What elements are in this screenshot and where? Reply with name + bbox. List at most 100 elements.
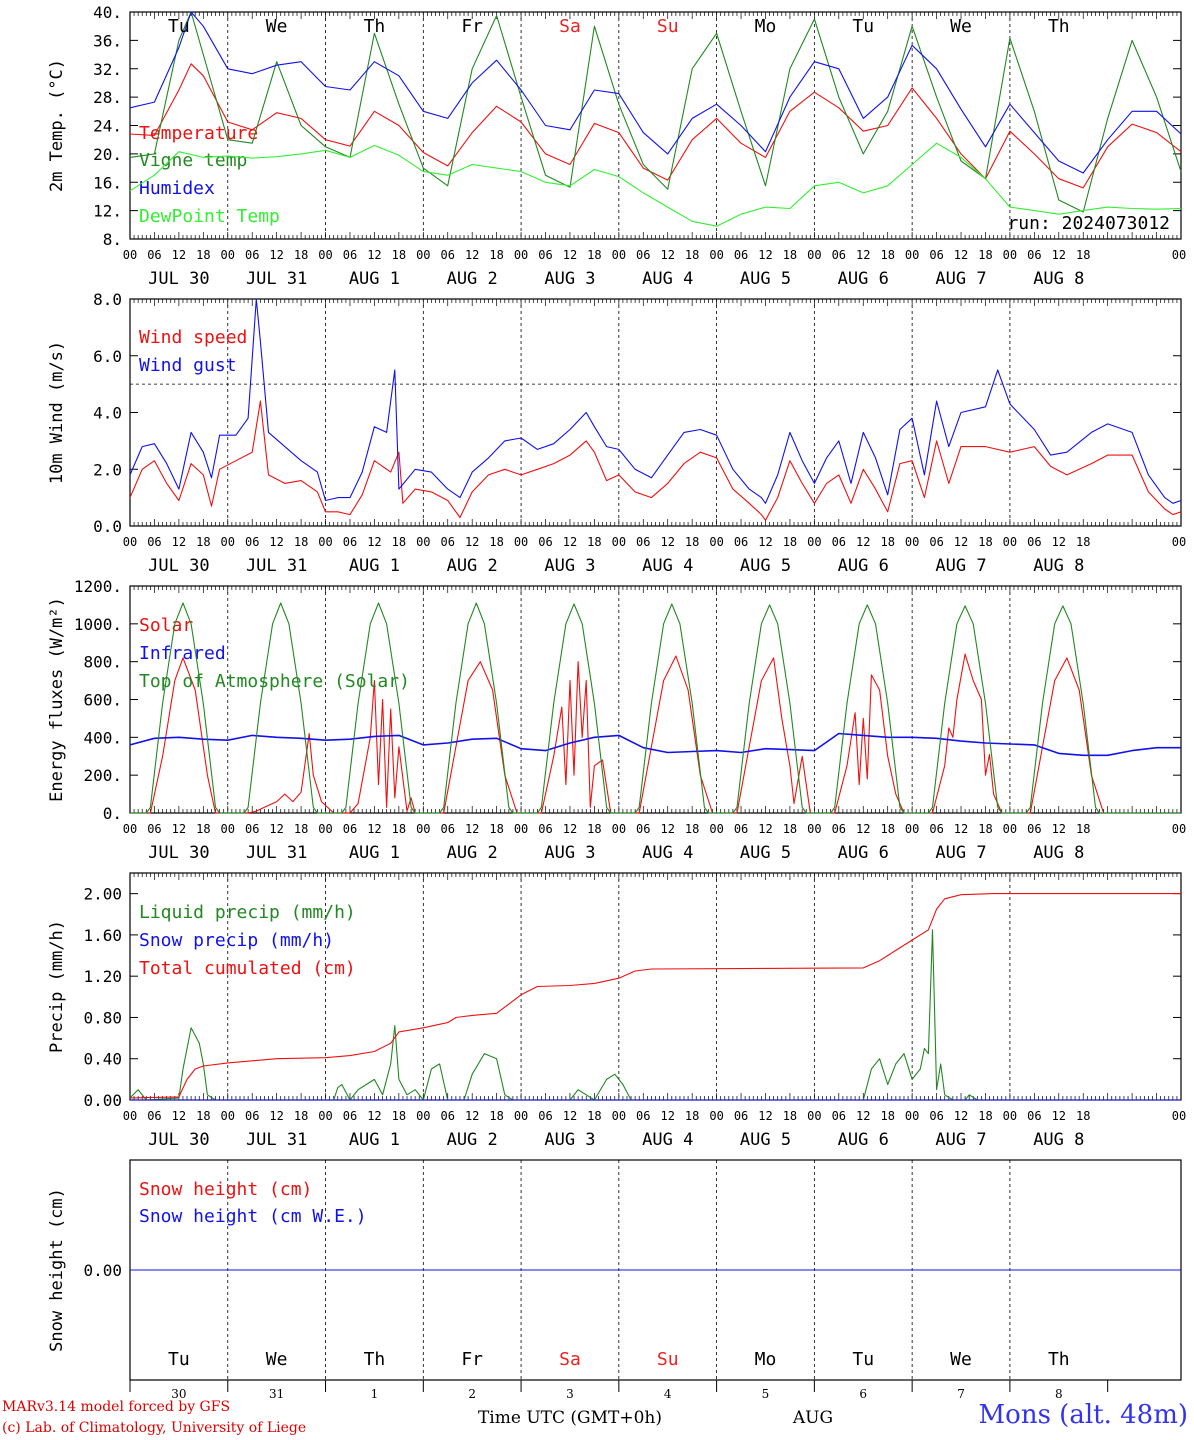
date-label: AUG 8	[1033, 269, 1084, 289]
hour-tick-label: 06	[832, 1109, 846, 1123]
y-tick-label: 0.	[103, 804, 122, 823]
hour-tick-label: 12	[172, 1109, 186, 1123]
date-label: AUG 1	[349, 1130, 400, 1150]
weekday-label-top: Mo	[755, 16, 777, 37]
hour-tick-label: 00	[709, 822, 723, 836]
hour-tick-label: 12	[660, 822, 674, 836]
date-label: JUL 31	[246, 1130, 307, 1150]
hour-tick-label: 12	[954, 248, 968, 262]
hour-tick-label: 18	[880, 535, 894, 549]
date-label: AUG 5	[740, 556, 791, 576]
date-label: AUG 3	[544, 556, 595, 576]
series-line-liquid-precip-mm-h	[129, 929, 1181, 1101]
hour-tick-label: 18	[294, 248, 308, 262]
hour-tick-label: 06	[343, 822, 357, 836]
hour-tick-label: 12	[660, 248, 674, 262]
legend-entry: Vigne temp	[139, 150, 247, 171]
date-label: AUG 7	[935, 1130, 986, 1150]
hour-tick-label: 06	[1027, 822, 1041, 836]
hour-tick-label: 18	[1076, 822, 1090, 836]
y-axis-label: Energy fluxes (W/m²)	[47, 597, 67, 802]
hour-tick-label: 00	[123, 248, 137, 262]
run-label: run: 2024073012	[1007, 213, 1170, 234]
hour-tick-label: 12	[1052, 1109, 1066, 1123]
y-tick-label: 0.00	[83, 1261, 122, 1280]
date-label: AUG 4	[642, 843, 693, 863]
hour-tick-label: 18	[783, 535, 797, 549]
hour-tick-label: 00	[1172, 248, 1186, 262]
legend-entry: Liquid precip (mm/h)	[139, 902, 356, 923]
date-label: AUG 4	[642, 556, 693, 576]
y-tick-label: 28.	[93, 88, 122, 107]
hour-tick-label: 06	[734, 248, 748, 262]
date-label: JUL 31	[246, 556, 307, 576]
hour-tick-label: 12	[563, 1109, 577, 1123]
hour-tick-label: 00	[807, 1109, 821, 1123]
date-label: AUG 6	[838, 843, 889, 863]
weekday-label-bottom: Su	[657, 1349, 679, 1370]
hour-tick-label: 12	[563, 248, 577, 262]
hour-tick-label: 00	[1003, 822, 1017, 836]
hour-tick-label: 00	[221, 1109, 235, 1123]
weekday-label-top: Fr	[461, 16, 483, 37]
hour-tick-label: 06	[538, 248, 552, 262]
hour-tick-label: 12	[856, 1109, 870, 1123]
hour-tick-label: 18	[783, 1109, 797, 1123]
legend-entry: DewPoint Temp	[139, 206, 280, 227]
hour-tick-label: 18	[392, 248, 406, 262]
date-label: AUG 6	[838, 269, 889, 289]
hour-tick-label: 18	[196, 1109, 210, 1123]
hour-tick-label: 06	[929, 822, 943, 836]
hour-tick-label: 06	[245, 822, 259, 836]
hour-tick-label: 06	[832, 248, 846, 262]
date-label: JUL 30	[148, 556, 209, 576]
date-label: AUG 5	[740, 843, 791, 863]
weekday-label-bottom: Th	[364, 1349, 386, 1370]
date-label: AUG 6	[838, 556, 889, 576]
hour-tick-label: 00	[1003, 248, 1017, 262]
series-line-wind-speed	[129, 400, 1182, 521]
time-axis-label: Time UTC (GMT+0h)	[478, 1408, 662, 1428]
hour-tick-label: 06	[929, 535, 943, 549]
y-tick-label: 0.80	[83, 1008, 122, 1027]
legend-entry: Infrared	[139, 643, 226, 664]
weekday-label-bottom: Mo	[755, 1349, 777, 1370]
y-tick-label: 40.	[93, 3, 122, 22]
weekday-label-bottom: We	[950, 1349, 972, 1370]
hour-tick-label: 12	[367, 535, 381, 549]
hour-tick-label: 00	[318, 535, 332, 549]
date-label: JUL 31	[246, 269, 307, 289]
hour-tick-label: 06	[734, 1109, 748, 1123]
hour-tick-label: 06	[343, 1109, 357, 1123]
hour-tick-label: 00	[709, 1109, 723, 1123]
series-line-dewpoint-temp	[129, 142, 1182, 227]
hour-tick-label: 06	[441, 535, 455, 549]
hour-tick-label: 18	[587, 1109, 601, 1123]
hour-tick-label: 00	[514, 1109, 528, 1123]
panel-frame	[129, 11, 1182, 240]
hour-tick-label: 12	[465, 1109, 479, 1123]
hour-tick-label: 00	[1172, 1109, 1186, 1123]
hour-tick-label: 18	[587, 822, 601, 836]
hour-tick-label: 06	[245, 1109, 259, 1123]
date-label: AUG 5	[740, 1130, 791, 1150]
hour-tick-label: 00	[905, 535, 919, 549]
lab-credit: (c) Lab. of Climatology, University of L…	[2, 1420, 307, 1436]
hour-tick-label: 18	[685, 248, 699, 262]
y-tick-label: 4.0	[93, 404, 122, 423]
hour-tick-label: 12	[367, 248, 381, 262]
y-axis-label: Precip (mm/h)	[47, 920, 67, 1053]
date-label: AUG 3	[544, 1130, 595, 1150]
hour-tick-label: 00	[123, 822, 137, 836]
day-number-label: 6	[859, 1387, 867, 1401]
hour-tick-label: 06	[1027, 535, 1041, 549]
date-label: AUG 8	[1033, 556, 1084, 576]
hour-tick-label: 00	[807, 535, 821, 549]
y-tick-label: 8.	[103, 230, 122, 249]
y-tick-label: 0.00	[83, 1091, 122, 1110]
hour-tick-label: 00	[221, 535, 235, 549]
hour-tick-label: 00	[1003, 1109, 1017, 1123]
hour-tick-label: 18	[294, 535, 308, 549]
day-number-label: 31	[269, 1387, 284, 1401]
hour-tick-label: 18	[685, 1109, 699, 1123]
